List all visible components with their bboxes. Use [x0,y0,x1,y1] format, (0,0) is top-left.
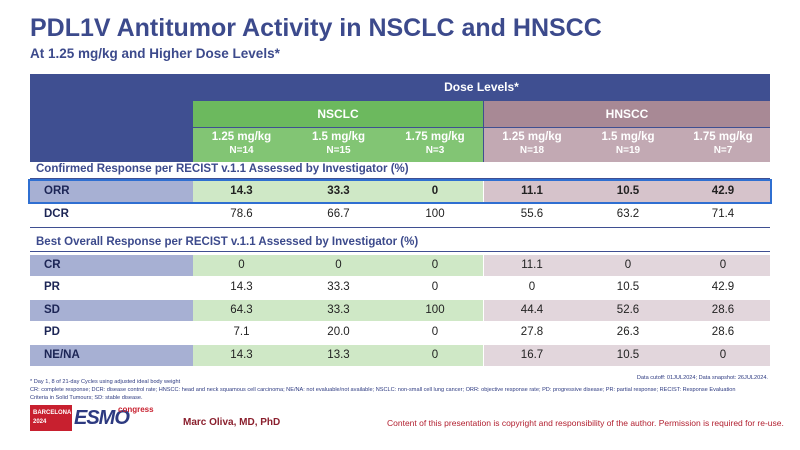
cell: 26.3 [580,322,676,343]
row-label: SD [30,300,193,321]
cell: 0 [580,255,676,276]
cell: 78.6 [193,204,290,225]
dose-column-header: 1.75 mg/kg N=3 [387,128,483,162]
footnote: * Day 1, 8 of 21-day Cycles using adjust… [30,378,768,402]
dose-value: 1.5 mg/kg [311,131,366,143]
table-row-pr: PR 14.3 33.3 0 0 10.5 42.9 [30,277,770,298]
cell: 10.5 [580,181,676,202]
cell: 28.6 [676,300,770,321]
cell: 0 [387,255,483,276]
dose-column-header: 1.25 mg/kg N=14 [193,128,290,162]
cell: 0 [387,181,483,202]
cell: 0 [387,277,483,298]
cell: 0 [676,255,770,276]
table-row-cr: CR 0 0 0 11.1 0 0 [30,255,770,276]
section-divider [30,178,770,179]
cell: 33.3 [290,300,387,321]
hnscc-header: HNSCC [484,101,770,127]
footnote-line: Criteria in Solid Tumours; SD: stable di… [30,395,143,401]
presenter-name: Marc Oliva, MD, PhD [183,417,281,428]
orr-highlight-frame [28,179,772,204]
table-row-dcr: DCR 78.6 66.7 100 55.6 63.2 71.4 [30,204,770,225]
table-row-pd: PD 7.1 20.0 0 27.8 26.3 28.6 [30,322,770,343]
dose-n: N=19 [615,145,641,156]
dose-column-header: 1.25 mg/kg N=18 [484,128,580,162]
cell: 63.2 [580,204,676,225]
cell: 44.4 [484,300,580,321]
row-label: NE/NA [30,345,193,366]
cell: 42.9 [676,277,770,298]
copyright-notice: Content of this presentation is copyrigh… [387,418,784,428]
row-label: DCR [44,208,69,220]
cell: 0 [387,322,483,343]
cell: 64.3 [193,300,290,321]
cell: 11.1 [484,255,580,276]
dose-column-header: 1.5 mg/kg N=15 [290,128,387,162]
section-title-confirmed-response: Confirmed Response per RECIST v.1.1 Asse… [36,163,409,175]
cell: 33.3 [290,277,387,298]
dose-n: N=7 [713,145,733,156]
footnote-line: * Day 1, 8 of 21-day Cycles using adjust… [30,379,181,385]
cell: 0 [193,255,290,276]
cell: 42.9 [676,181,770,202]
cell: 14.3 [193,277,290,298]
cell: 0 [387,345,483,366]
dose-levels-header: Dose Levels* [444,80,519,94]
nsclc-header: NSCLC [193,101,483,127]
dose-column-header: 1.5 mg/kg N=19 [580,128,676,162]
cell: 10.5 [580,345,676,366]
logo-suffix: congress [118,405,154,414]
cell: 33.3 [290,181,387,202]
table-row-orr: ORR 14.3 33.3 0 11.1 10.5 42.9 [30,181,770,202]
dose-value: 1.75 mg/kg [405,131,465,143]
dose-value: 1.25 mg/kg [502,131,562,143]
row-label: PD [44,326,60,338]
cell: 14.3 [193,345,290,366]
dose-n: N=15 [326,145,351,156]
cell: 0 [290,255,387,276]
cell: 16.7 [484,345,580,366]
cell: 13.3 [290,345,387,366]
footnote-line: CR: complete response; DCR: disease cont… [30,387,736,393]
cell: 0 [484,277,580,298]
cell: 27.8 [484,322,580,343]
dose-column-header: 1.75 mg/kg N=7 [676,128,770,162]
data-cutoff-note: Data cutoff: 01JUL2024; Data snapshot: 2… [636,375,768,381]
dose-value: 1.25 mg/kg [211,131,272,143]
cell: 20.0 [290,322,387,343]
logo-location-block: BARCELONA 2024 [30,405,72,431]
dose-n: N=3 [425,145,445,156]
logo-city: BARCELONA [33,410,72,416]
dose-n: N=14 [229,145,254,156]
cell: 11.1 [484,181,580,202]
dose-n: N=18 [519,145,545,156]
table-row-ne-na: NE/NA 14.3 13.3 0 16.7 10.5 0 [30,345,770,366]
cell: 10.5 [580,277,676,298]
esmo-congress-logo: BARCELONA 2024 ESMO congress [30,405,154,431]
cell: 100 [387,300,483,321]
cell: 7.1 [193,322,290,343]
section-divider [30,251,770,252]
cell: 55.6 [484,204,580,225]
cell: 52.6 [580,300,676,321]
cell: 28.6 [676,322,770,343]
logo-year: 2024 [33,419,47,425]
row-label: CR [30,255,193,276]
dose-value: 1.5 mg/kg [601,131,655,143]
dose-value: 1.75 mg/kg [693,131,753,143]
section-divider [30,227,770,228]
table-row-sd: SD 64.3 33.3 100 44.4 52.6 28.6 [30,300,770,321]
cell: 100 [387,204,483,225]
slide-subtitle: At 1.25 mg/kg and Higher Dose Levels* [30,46,280,61]
row-label: ORR [30,181,193,202]
cell: 66.7 [290,204,387,225]
slide-title: PDL1V Antitumor Activity in NSCLC and HN… [30,14,602,42]
cell: 14.3 [193,181,290,202]
section-title-best-overall-response: Best Overall Response per RECIST v.1.1 A… [36,236,419,248]
logo-wordmark: ESMO [74,407,130,429]
cell: 0 [676,345,770,366]
row-label: PR [44,281,60,293]
cell: 71.4 [676,204,770,225]
